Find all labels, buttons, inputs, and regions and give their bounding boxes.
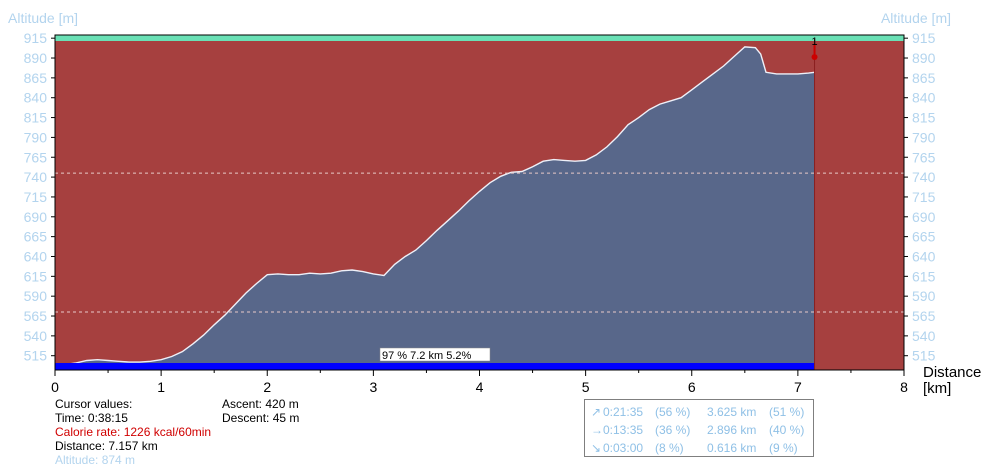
stats-distance-pct: (40 %) (769, 423, 805, 437)
slope-statistics-box: ↗ 0:21:35 (56 %) 3.625 km (51 %) → 0:13:… (584, 399, 814, 457)
y-tick-label-right: 715 (912, 189, 936, 205)
y-tick-label-left: 865 (24, 70, 48, 86)
x-tick-label: 1 (157, 379, 165, 395)
y-tick-label-right: 890 (912, 50, 936, 66)
cursor-calorie-rate: Calorie rate: 1226 kcal/60min (55, 425, 212, 439)
x-tick-label: 3 (369, 379, 377, 395)
y-tick-label-right: 590 (912, 288, 936, 304)
stats-time: 0:13:35 (603, 423, 644, 437)
track-progress-bar (55, 363, 815, 370)
x-tick-label: 0 (51, 379, 59, 395)
track-bar-label: 97 % 7.2 km 5.2% (382, 350, 471, 362)
y-tick-label-right: 690 (912, 209, 936, 225)
y-tick-label-right: 615 (912, 268, 936, 284)
y-tick-label-left: 715 (24, 189, 48, 205)
x-axis-title: Distance (923, 364, 981, 381)
stats-time: 0:03:00 (603, 441, 644, 455)
y-tick-label-right: 790 (912, 129, 936, 145)
stats-distance-pct: (51 %) (769, 405, 805, 419)
cursor-time: Time: 0:38:15 (55, 411, 128, 425)
stats-time: 0:21:35 (603, 405, 644, 419)
y-tick-label-right: 740 (912, 169, 936, 185)
y-tick-label-left: 840 (24, 90, 48, 106)
track-marker-label: 1 (812, 36, 818, 48)
y-tick-label-left: 815 (24, 110, 48, 126)
y-tick-label-right: 640 (912, 248, 936, 264)
y-tick-label-right: 540 (912, 328, 936, 344)
y-tick-label-left: 640 (24, 248, 48, 264)
y-tick-label-left: 890 (24, 50, 48, 66)
altitude-profile-area (55, 46, 815, 366)
y-tick-label-right: 665 (912, 229, 936, 245)
cursor-altitude: Altitude: 874 m (55, 453, 136, 467)
x-axis-unit: [km] (923, 380, 951, 397)
y-tick-label-left: 765 (24, 149, 48, 165)
stats-distance: 0.616 km (707, 441, 757, 455)
track-bar-label-box (379, 347, 491, 362)
x-tick-label: 2 (263, 379, 271, 395)
x-tick-label: 5 (582, 379, 590, 395)
cursor-values-heading: Cursor values: (55, 397, 133, 411)
top-band (55, 35, 904, 41)
y-tick-label-left: 790 (24, 129, 48, 145)
y-tick-label-left: 540 (24, 328, 48, 344)
arrow-right-icon: → (591, 423, 603, 437)
y-axis-title-right: Altitude [m] (881, 10, 951, 26)
y-tick-label-right: 840 (912, 90, 936, 106)
cursor-ascent: Ascent: 420 m (222, 397, 299, 411)
altitude-profile-line (54, 46, 815, 366)
y-axis-title-left: Altitude [m] (8, 10, 78, 26)
stats-distance: 3.625 km (707, 405, 757, 419)
y-tick-label-right: 565 (912, 308, 936, 324)
y-tick-label-left: 565 (24, 308, 48, 324)
arrow-down-right-icon: ↘ (591, 441, 602, 455)
cursor-distance: Distance: 7.157 km (55, 439, 158, 453)
y-tick-label-left: 515 (24, 348, 48, 364)
y-tick-label-left: 665 (24, 229, 48, 245)
x-tick-label: 4 (476, 379, 484, 395)
y-tick-label-left: 690 (24, 209, 48, 225)
y-tick-label-left: 615 (24, 268, 48, 284)
arrow-up-right-icon: ↗ (591, 405, 602, 419)
y-tick-label-right: 515 (912, 348, 936, 364)
stats-time-pct: (36 %) (655, 423, 691, 437)
y-tick-label-left: 590 (24, 288, 48, 304)
stats-distance: 2.896 km (707, 423, 757, 437)
stats-distance-pct: (9 %) (769, 441, 798, 455)
y-tick-label-left: 740 (24, 169, 48, 185)
y-tick-label-right: 915 (912, 30, 936, 46)
y-tick-label-right: 865 (912, 70, 936, 86)
cursor-descent: Descent: 45 m (222, 411, 300, 425)
x-tick-label: 8 (900, 379, 908, 395)
y-tick-label-right: 815 (912, 110, 936, 126)
y-tick-label-left: 915 (24, 30, 48, 46)
x-tick-label: 7 (794, 379, 802, 395)
track-marker-dot (811, 54, 818, 60)
stats-time-pct: (8 %) (655, 441, 684, 455)
stats-time-pct: (56 %) (655, 405, 691, 419)
x-tick-label: 6 (688, 379, 696, 395)
y-tick-label-right: 765 (912, 149, 936, 165)
